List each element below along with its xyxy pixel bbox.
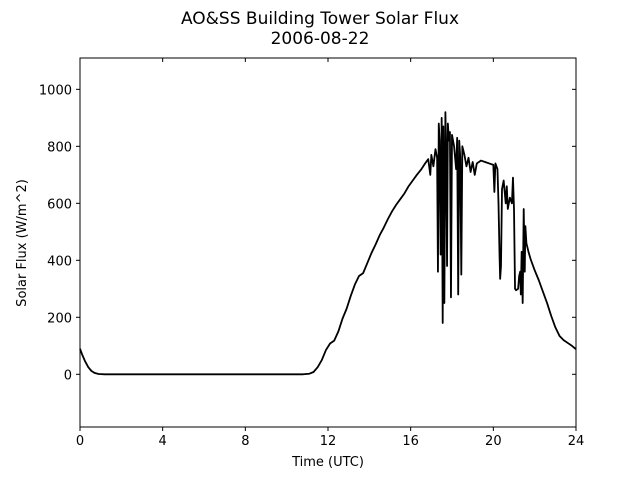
plot-frame xyxy=(79,57,577,428)
y-tick-label: 1000 xyxy=(39,83,72,98)
y-tick-label: 800 xyxy=(47,140,72,155)
x-tick-label: 12 xyxy=(320,434,337,449)
y-tick-label: 600 xyxy=(47,197,72,212)
axis-ticks: 0 4 8 12 16 20 24 0 200 400 600 800 1000 xyxy=(39,58,584,449)
y-tick-label: 200 xyxy=(47,311,72,326)
x-tick-label: 8 xyxy=(241,434,249,449)
y-tick-label: 0 xyxy=(64,368,72,383)
chart-title: AO&SS Building Tower Solar Flux xyxy=(181,9,459,29)
x-axis-label: Time (UTC) xyxy=(291,455,364,470)
x-tick-label: 4 xyxy=(159,434,167,449)
y-tick-label: 400 xyxy=(47,254,72,269)
solar-flux-series-line xyxy=(79,111,577,376)
x-tick-label: 20 xyxy=(485,434,502,449)
x-tick-label: 16 xyxy=(402,434,419,449)
chart-subtitle: 2006-08-22 xyxy=(271,29,370,49)
y-axis-label: Solar Flux (W/m^2) xyxy=(15,179,30,307)
x-tick-label: 0 xyxy=(76,434,84,449)
x-tick-label: 24 xyxy=(568,434,585,449)
